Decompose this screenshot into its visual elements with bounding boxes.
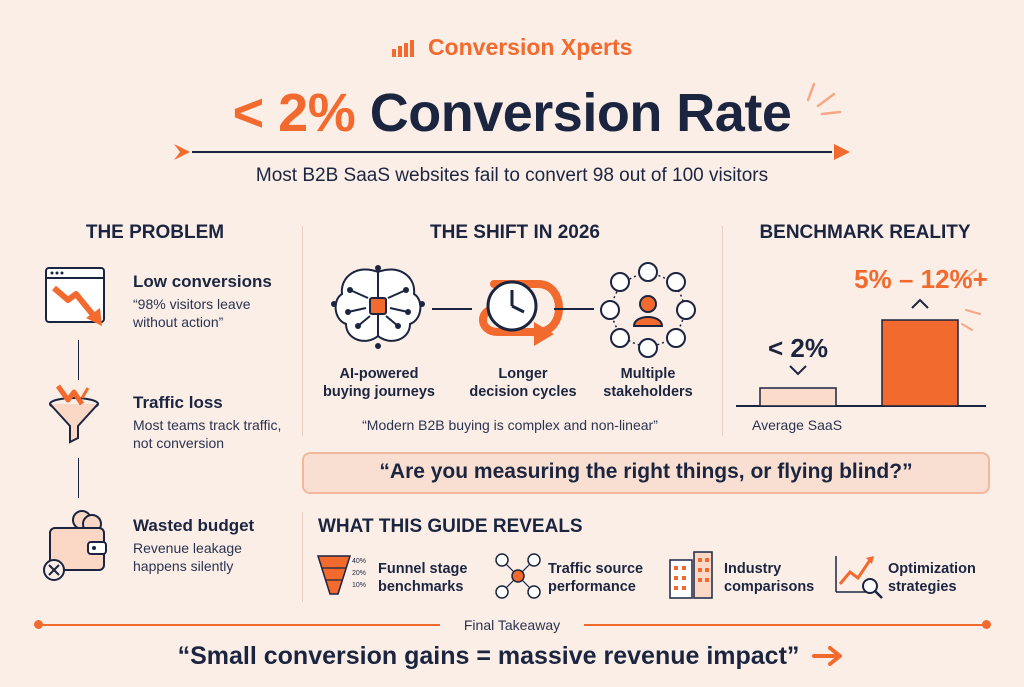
top-value: 5% – 12%+	[854, 264, 988, 294]
problem-item-title: Low conversions	[133, 272, 272, 291]
bar-chart-icon	[391, 36, 416, 63]
chevron-up-icon	[911, 298, 929, 309]
funnel-percent: 40%	[352, 558, 366, 565]
question-box	[302, 452, 990, 494]
growth-chart-magnifier-icon	[835, 556, 883, 599]
divider-line	[584, 624, 984, 626]
line-dot	[34, 620, 43, 629]
average-value: < 2%	[768, 333, 828, 363]
benchmark-title: BENCHMARK REALITY	[759, 222, 971, 243]
line-dot	[982, 620, 991, 629]
divider-line	[40, 624, 440, 626]
final-quote: “Small conversion gains = massive revenu…	[0, 642, 1024, 671]
problem-title: THE PROBLEM	[85, 222, 225, 243]
headline-rule	[192, 151, 832, 153]
benchmark-chart	[736, 269, 986, 407]
final-label: Final Takeaway	[463, 617, 561, 633]
problem-item-desc: Revenue leakage happens silently	[133, 540, 242, 574]
sparkle-icon	[806, 82, 842, 116]
connector-line	[78, 458, 79, 498]
page-title: < 2% Conversion Rate	[0, 82, 1024, 144]
stakeholders-network-icon	[600, 262, 696, 358]
chevron-down-icon	[789, 365, 807, 376]
final-quote-text: “Small conversion gains = massive revenu…	[177, 642, 800, 670]
reveals-title: WHAT THIS GUIDE REVEALS	[318, 516, 583, 537]
funnel-percent: 20%	[352, 570, 366, 577]
column-divider	[722, 226, 723, 436]
problem-item-desc: “98% visitors leave without action”	[133, 296, 251, 330]
connector-line	[78, 340, 79, 380]
brand-name: Conversion Xperts	[427, 34, 633, 60]
reveal-item-label: Optimization strategies	[888, 561, 976, 595]
sparkle-icon	[961, 323, 973, 331]
reveal-item-label: Traffic source performance	[548, 561, 644, 595]
traffic-sources-icon	[495, 553, 541, 599]
question-text: “Are you measuring the right things, or …	[379, 460, 913, 483]
average-label: Average SaaS	[752, 417, 843, 433]
shift-item-label: Multiple stakeholders	[603, 366, 693, 400]
shift-item-label: AI-powered buying journeys	[323, 366, 435, 400]
sparkle-icon	[965, 309, 981, 315]
problem-item-title: Wasted budget	[133, 516, 255, 535]
headline-accent: < 2%	[232, 83, 356, 143]
funnel-percent-icon: 40% 20% 10%	[316, 555, 366, 595]
column-divider	[302, 226, 303, 436]
subtitle: Most B2B SaaS websites fail to convert 9…	[255, 165, 769, 186]
arrow-right-icon	[812, 646, 843, 666]
leaking-funnel-icon	[49, 384, 99, 444]
shift-item-label: Longer decision cycles	[469, 366, 577, 400]
shift-quote: “Modern B2B buying is complex and non-li…	[362, 417, 658, 433]
funnel-percent: 10%	[352, 582, 366, 589]
buildings-icon	[669, 551, 713, 599]
average-bar	[759, 387, 837, 407]
wallet-coins-icon	[43, 510, 107, 581]
connector-line	[432, 308, 472, 310]
declining-chart-window-icon	[45, 267, 105, 326]
sparkle-icon	[963, 269, 977, 281]
clock-loop-icon	[479, 280, 563, 346]
column-divider	[302, 512, 303, 602]
reveal-item-label: Industry comparisons	[724, 561, 815, 595]
brand-logo: Conversion Xperts	[0, 34, 1024, 63]
problem-item-desc: Most teams track traffic, not conversion	[133, 417, 282, 451]
shift-title: THE SHIFT IN 2026	[430, 222, 600, 243]
reveal-item-label: Funnel stage benchmarks	[378, 561, 468, 595]
chevron-right-icon	[174, 144, 190, 160]
ai-brain-icon	[331, 265, 425, 349]
top-performers-bar	[881, 319, 959, 407]
headline-rest: Conversion Rate	[369, 83, 792, 143]
arrow-right-icon	[834, 144, 850, 160]
problem-item-title: Traffic loss	[133, 393, 223, 412]
connector-line	[554, 308, 594, 310]
